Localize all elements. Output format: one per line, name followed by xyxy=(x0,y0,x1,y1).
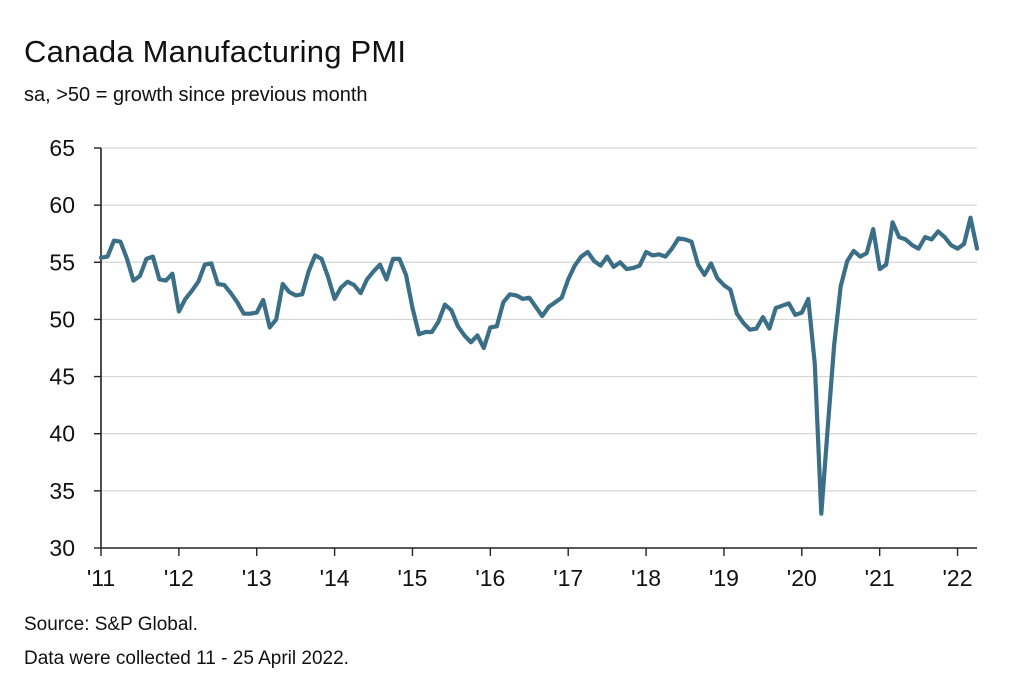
y-axis: 30 35 40 45 50 55 60 65 xyxy=(49,135,102,561)
pmi-series-line xyxy=(98,215,980,516)
x-tick-label: '16 xyxy=(475,565,505,591)
y-tick-label: 50 xyxy=(49,306,75,332)
y-tick-label: 40 xyxy=(49,421,75,447)
x-tick-label: '14 xyxy=(320,565,350,591)
y-tick-label: 30 xyxy=(49,535,75,561)
series xyxy=(98,215,980,516)
y-tick-label: 35 xyxy=(49,478,75,504)
collection-note: Data were collected 11 - 25 April 2022. xyxy=(24,648,349,669)
x-tick-label: '18 xyxy=(631,565,661,591)
x-tick-label: '13 xyxy=(242,565,272,591)
x-tick-label: '21 xyxy=(865,565,895,591)
chart-subtitle: sa, >50 = growth since previous month xyxy=(24,84,368,106)
chart-title: Canada Manufacturing PMI xyxy=(24,34,407,69)
x-tick-label: '12 xyxy=(164,565,194,591)
x-tick-label: '17 xyxy=(553,565,583,591)
y-tick-label: 65 xyxy=(49,135,75,161)
x-axis: '11 '12 '13 '14 '15 '16 '17 '18 '19 '20 '21 '22 xyxy=(87,547,977,591)
y-tick-label: 45 xyxy=(49,364,75,390)
x-tick-label: '19 xyxy=(709,565,739,591)
y-tick-label: 60 xyxy=(49,192,75,218)
source-note: Source: S&P Global. xyxy=(24,614,198,635)
x-tick-label: '11 xyxy=(87,565,115,591)
x-tick-label: '20 xyxy=(787,565,817,591)
x-tick-label: '22 xyxy=(943,565,973,591)
x-tick-label: '15 xyxy=(397,565,427,591)
y-tick-label: 55 xyxy=(49,249,75,275)
gridlines xyxy=(101,147,977,492)
